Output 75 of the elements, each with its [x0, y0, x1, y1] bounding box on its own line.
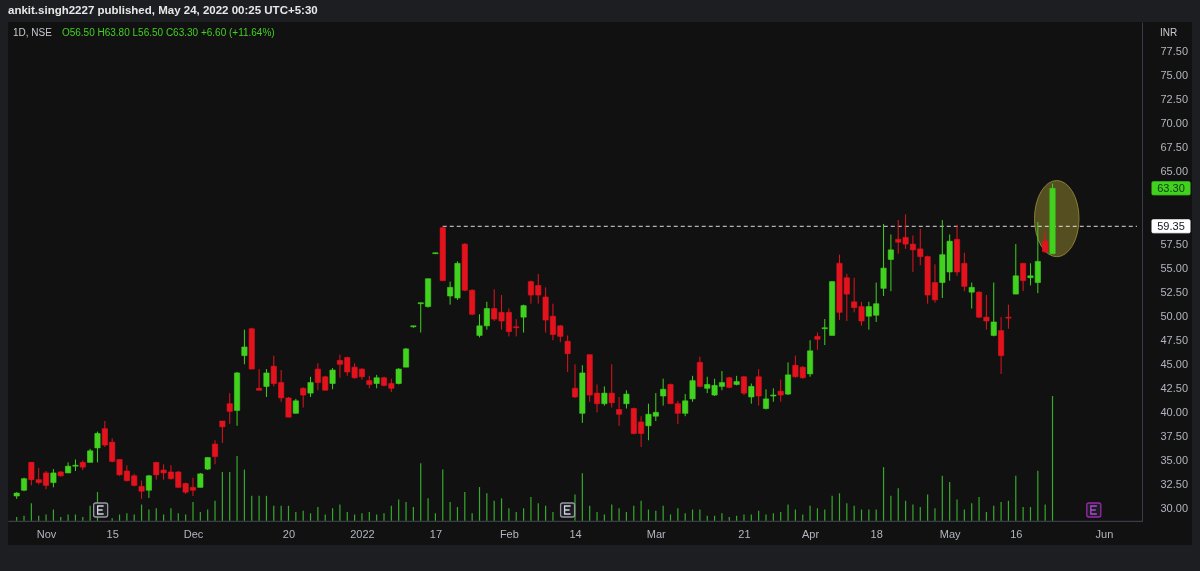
candlestick — [307, 376, 314, 398]
candlestick — [94, 431, 101, 463]
candlestick — [660, 378, 667, 407]
candlestick — [212, 439, 218, 465]
y-tick-label: 42.50 — [1160, 381, 1189, 394]
y-tick-label: 57.50 — [1160, 237, 1189, 250]
candlestick — [689, 375, 696, 403]
candlestick — [608, 363, 615, 409]
x-tick-label: 20 — [282, 527, 296, 540]
candlestick — [623, 389, 630, 410]
y-tick-label: 45.00 — [1160, 357, 1189, 370]
candlestick — [520, 304, 527, 334]
y-tick-label: 40.00 — [1160, 405, 1189, 418]
candlestick — [616, 396, 623, 427]
chart-title: ankit.singh2227 published, May 24, 2022 00:25 UTC+5:30 — [8, 4, 318, 16]
candlestick — [1012, 243, 1019, 295]
x-tick-label: 21 — [738, 527, 751, 540]
candlestick — [572, 363, 578, 399]
candlestick — [50, 468, 57, 488]
x-tick-label: Feb — [499, 527, 519, 540]
y-tick-label: 70.00 — [1160, 117, 1189, 130]
candlestick — [263, 368, 270, 398]
candlestick — [785, 361, 792, 396]
candlestick — [777, 379, 784, 403]
candlestick — [990, 282, 997, 337]
y-tick-label: 37.50 — [1160, 429, 1189, 442]
chart-subtitle: 1D, NSE — [13, 27, 52, 38]
y-tick-label: 65.00 — [1160, 165, 1189, 178]
candlestick — [807, 339, 814, 378]
candlestick — [887, 233, 894, 292]
candlestick — [564, 334, 571, 373]
candlestick — [241, 329, 248, 365]
x-tick-label: 16 — [1010, 527, 1023, 540]
x-tick-label: 17 — [429, 527, 443, 540]
annotation: O56.50 H63.80 L56.50 C63.30 +6.60 (+11.64%) — [61, 27, 275, 38]
x-tick-label: 14 — [569, 527, 582, 540]
y-tick-label: 72.50 — [1160, 93, 1189, 106]
x-tick-label: Apr — [802, 527, 820, 540]
y-tick-label: 77.50 — [1160, 45, 1189, 58]
y-tick-label: 52.50 — [1160, 285, 1189, 298]
x-tick-label: May — [939, 527, 962, 540]
candlestick — [226, 392, 233, 425]
candlestick — [682, 393, 689, 417]
y-tick-label: 32.50 — [1160, 477, 1189, 490]
x-tick-label: Nov — [36, 527, 57, 540]
ref-line-label: 59.35 — [1157, 220, 1185, 233]
candlestick — [256, 368, 263, 391]
candlestick — [880, 223, 887, 297]
candlestick — [300, 386, 307, 409]
candlestick — [601, 385, 608, 407]
x-tick-label: 18 — [870, 527, 883, 540]
candlestick — [219, 420, 226, 444]
price-tag: 63.30 — [1151, 181, 1191, 196]
price-tag: 59.35 — [1151, 219, 1191, 234]
candlestick — [329, 367, 336, 390]
x-tick-label: Jun — [1095, 527, 1114, 540]
candlestick — [748, 383, 755, 405]
x-tick-label: Mar — [646, 527, 667, 540]
y-tick-label: 55.00 — [1160, 261, 1189, 274]
x-tick-label: Dec — [183, 527, 204, 540]
x-tick-label: 2022 — [350, 527, 375, 540]
candlestick — [1005, 304, 1012, 330]
y-tick-label: 50.00 — [1160, 309, 1189, 322]
candlestick — [755, 368, 762, 407]
candlestick — [138, 480, 145, 500]
candlestick — [1042, 231, 1049, 254]
y-axis-title: INR — [1160, 27, 1178, 38]
candlestick — [968, 282, 975, 310]
y-tick-label: 30.00 — [1160, 502, 1189, 514]
y-tick-label: 67.50 — [1160, 141, 1189, 154]
y-tick-label: 75.00 — [1160, 69, 1189, 82]
candlestick — [1020, 262, 1027, 292]
y-tick-label: 47.50 — [1160, 333, 1189, 346]
x-tick-label: 15 — [106, 527, 119, 540]
y-tick-label: 35.00 — [1160, 453, 1189, 466]
